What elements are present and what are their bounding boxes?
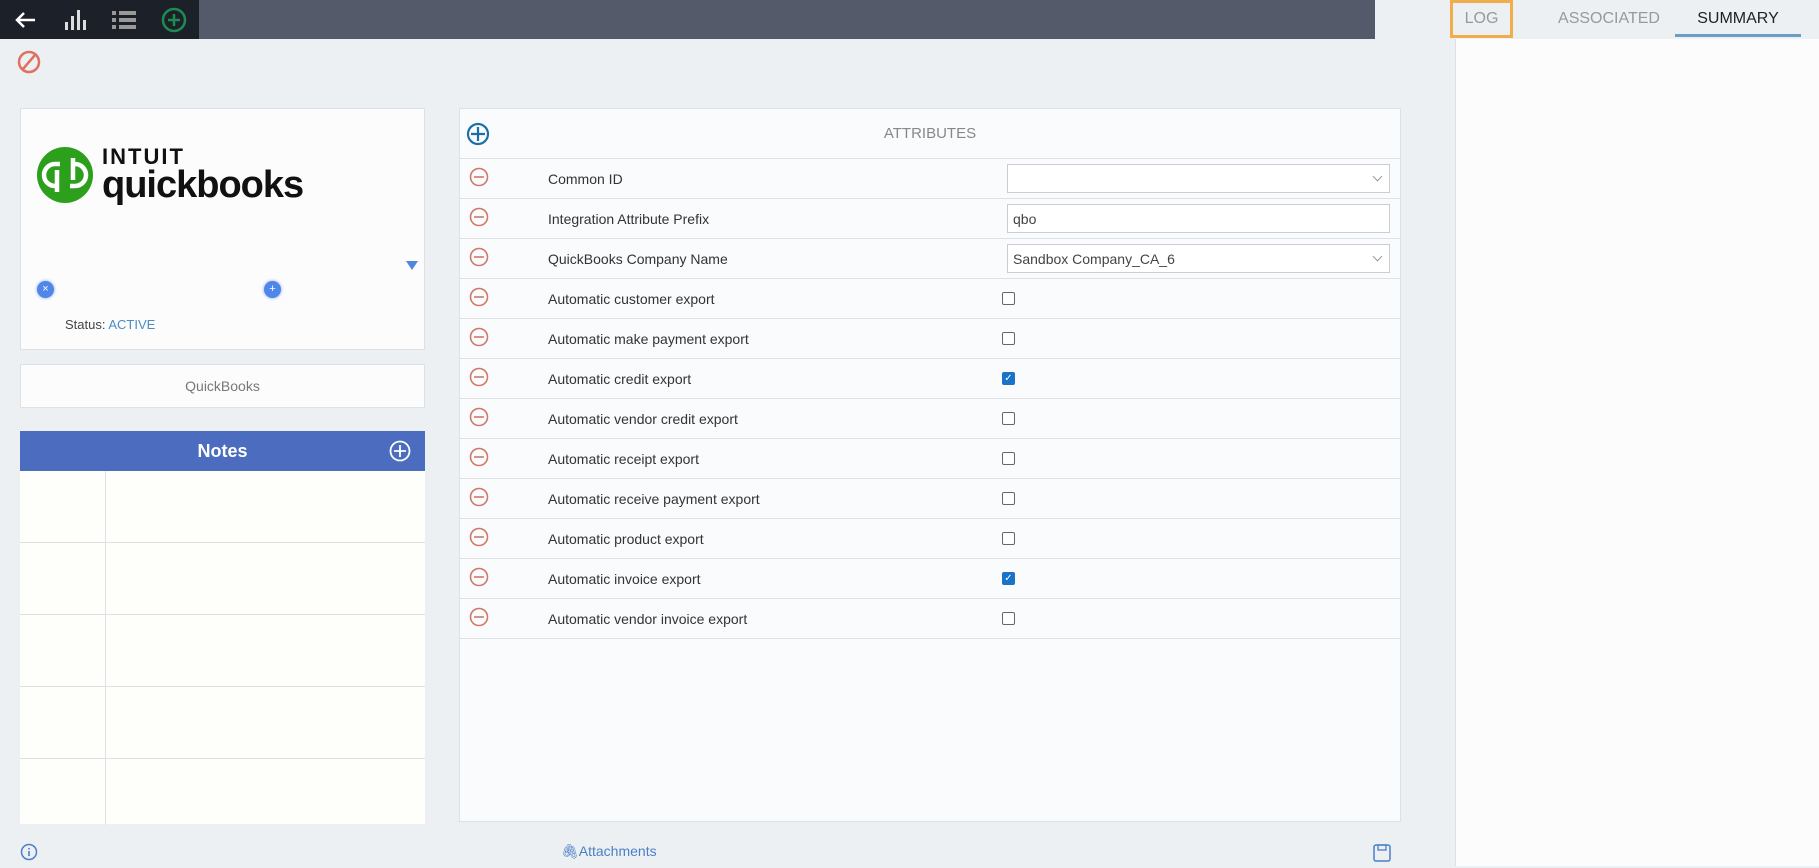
save-icon[interactable]	[1372, 843, 1392, 868]
attribute-row: Automatic credit export ✓	[460, 359, 1400, 399]
record-name: QuickBooks	[20, 364, 425, 408]
attribute-label: Common ID	[548, 171, 623, 187]
attribute-checkbox[interactable]	[1002, 532, 1015, 545]
attribute-label: Automatic invoice export	[548, 571, 701, 587]
attachments-label: Attachments	[578, 843, 657, 859]
attribute-row: Automatic receipt export	[460, 439, 1400, 479]
notes-title: Notes	[197, 441, 248, 461]
remove-image-button[interactable]: ×	[37, 281, 54, 298]
attribute-row: Automatic vendor credit export	[460, 399, 1400, 439]
add-note-icon[interactable]	[389, 440, 411, 462]
attribute-row: Automatic product export	[460, 519, 1400, 559]
record-card: INTUIT quickbooks × + Status: ACTIVE	[20, 108, 425, 350]
attributes-title: ATTRIBUTES	[883, 125, 977, 142]
attribute-row: Automatic vendor invoice export	[460, 599, 1400, 639]
attribute-value: qbo	[1013, 211, 1037, 227]
quickbooks-logo: INTUIT quickbooks	[36, 144, 304, 206]
remove-attribute-icon[interactable]	[469, 167, 489, 190]
attribute-label: Automatic make payment export	[548, 331, 749, 347]
remove-attribute-icon[interactable]	[469, 487, 489, 510]
note-row[interactable]	[20, 471, 425, 543]
attributes-panel: ATTRIBUTES Common ID Integration Attribut…	[459, 108, 1401, 822]
attribute-row: Integration Attribute Prefix qbo	[460, 199, 1400, 239]
list-icon[interactable]	[100, 0, 150, 39]
attribute-value: Sandbox Company_CA_6	[1013, 251, 1175, 267]
tab-associated[interactable]: ASSOCIATED	[1558, 10, 1660, 27]
remove-attribute-icon[interactable]	[469, 607, 489, 630]
attribute-row: Automatic make payment export	[460, 319, 1400, 359]
notes-header: Notes	[20, 431, 425, 471]
attribute-checkbox[interactable]	[1002, 612, 1015, 625]
attribute-checkbox[interactable]	[1002, 412, 1015, 425]
chevron-down-icon	[1372, 171, 1383, 182]
attribute-select[interactable]	[1007, 164, 1390, 193]
attribute-checkbox[interactable]	[1002, 332, 1015, 345]
status-value: ACTIVE	[108, 317, 156, 332]
remove-attribute-icon[interactable]	[469, 567, 489, 590]
tab-log[interactable]: LOG	[1450, 0, 1513, 38]
attribute-label: Automatic vendor credit export	[548, 411, 738, 427]
toolbar-actions	[0, 0, 199, 39]
add-image-button[interactable]: +	[264, 281, 281, 298]
attribute-label: Automatic credit export	[548, 371, 692, 387]
attribute-label: Integration Attribute Prefix	[548, 211, 710, 227]
attribute-label: Automatic receive payment export	[548, 491, 760, 507]
note-row[interactable]	[20, 615, 425, 687]
note-row[interactable]	[20, 687, 425, 759]
attribute-checkbox[interactable]: ✓	[1002, 572, 1015, 585]
remove-attribute-icon[interactable]	[469, 447, 489, 470]
remove-attribute-icon[interactable]	[469, 327, 489, 350]
remove-attribute-icon[interactable]	[469, 207, 489, 230]
bar-chart-icon[interactable]	[50, 0, 100, 39]
paperclip-icon: 🖇	[561, 843, 579, 859]
side-panel	[1455, 39, 1819, 866]
attribute-label: Automatic product export	[548, 531, 704, 547]
attribute-row: Automatic invoice export ✓	[460, 559, 1400, 599]
quickbooks-logo-icon	[37, 147, 93, 203]
attribute-label: Automatic vendor invoice export	[548, 611, 748, 627]
attribute-row: Automatic customer export	[460, 279, 1400, 319]
attribute-checkbox[interactable]	[1002, 292, 1015, 305]
remove-attribute-icon[interactable]	[469, 527, 489, 550]
add-circle-icon[interactable]	[149, 0, 199, 39]
status-label: Status:	[65, 317, 106, 332]
back-arrow-icon[interactable]	[0, 0, 50, 39]
attributes-header: ATTRIBUTES	[460, 109, 1400, 159]
notes-panel: Notes	[20, 431, 425, 825]
chevron-down-icon	[1372, 251, 1383, 262]
attribute-label: QuickBooks Company Name	[548, 251, 728, 267]
logo-line2: quickbooks	[102, 164, 304, 206]
attribute-label: Automatic customer export	[548, 291, 715, 307]
info-icon[interactable]	[20, 843, 38, 866]
tab-summary[interactable]: SUMMARY	[1675, 0, 1801, 37]
note-row[interactable]	[20, 543, 425, 615]
attribute-checkbox[interactable]	[1002, 452, 1015, 465]
remove-attribute-icon[interactable]	[469, 287, 489, 310]
remove-attribute-icon[interactable]	[469, 407, 489, 430]
attribute-row: Common ID	[460, 159, 1400, 199]
attribute-checkbox[interactable]	[1002, 492, 1015, 505]
attribute-label: Automatic receipt export	[548, 451, 699, 467]
add-attribute-icon[interactable]	[466, 122, 490, 146]
note-row[interactable]	[20, 759, 425, 825]
attribute-row: Automatic receive payment export	[460, 479, 1400, 519]
attribute-select[interactable]: Sandbox Company_CA_6	[1007, 244, 1390, 273]
remove-attribute-icon[interactable]	[469, 367, 489, 390]
remove-attribute-icon[interactable]	[469, 247, 489, 270]
attribute-row: QuickBooks Company Name Sandbox Company_C…	[460, 239, 1400, 279]
attachments-link[interactable]: 🖇Attachments	[561, 843, 657, 860]
top-toolbar	[0, 0, 1375, 39]
status: Status: ACTIVE	[65, 317, 155, 332]
logo-line1: INTUIT	[102, 144, 185, 169]
dropdown-triangle-icon[interactable]	[406, 261, 418, 270]
attribute-input[interactable]: qbo	[1007, 204, 1390, 233]
deactivate-icon[interactable]	[17, 50, 41, 79]
attribute-checkbox[interactable]: ✓	[1002, 372, 1015, 385]
